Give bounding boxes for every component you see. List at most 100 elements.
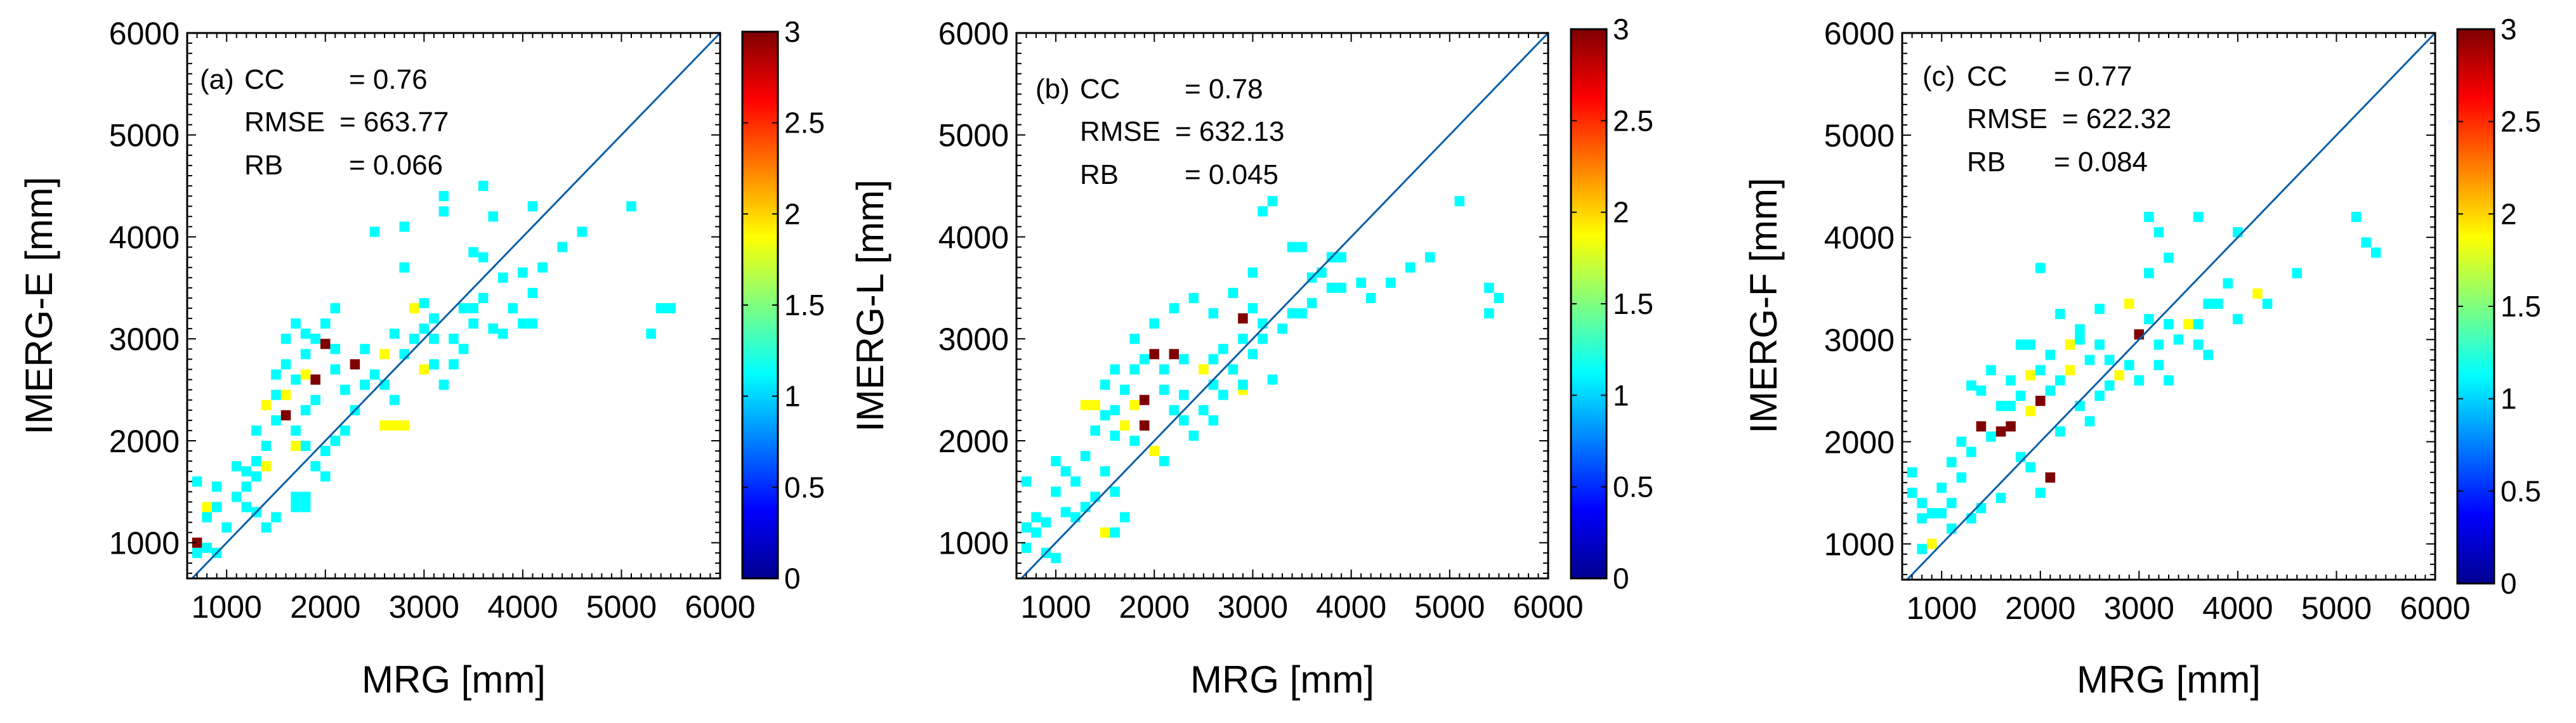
heatmap-cell (527, 201, 538, 212)
heatmap-cell (458, 303, 469, 314)
heatmap-cell (251, 425, 261, 436)
heatmap-cell (330, 344, 341, 355)
heatmap-cell (2006, 421, 2016, 432)
panel-b-y-tick-labels: 1000 2000 3000 4000 5000 6000 (938, 16, 1009, 561)
panel-b-colorbar: 0 0.5 1 1.5 2 2.5 3 (1570, 13, 1653, 595)
y-tick-label: 1000 (109, 526, 180, 561)
heatmap-cell (399, 221, 409, 232)
heatmap-cell (379, 420, 390, 431)
heatmap-cell (1051, 486, 1061, 497)
heatmap-cell (1179, 354, 1189, 365)
heatmap-cell (2370, 247, 2381, 258)
heatmap-cell (1090, 425, 1100, 436)
heatmap-cell (655, 303, 666, 314)
heatmap-cell (1169, 349, 1180, 360)
panel-a: 1000 2000 3000 4000 5000 6000 1000 2000 … (18, 15, 825, 701)
heatmap-cell (2075, 334, 2085, 345)
y-tick-label: 4000 (938, 219, 1009, 255)
heatmap-cell (271, 369, 281, 380)
heatmap-cell (1277, 323, 1287, 334)
heatmap-cell (340, 425, 350, 436)
heatmap-cell (1917, 513, 1927, 524)
heatmap-cell (1995, 401, 2006, 412)
x-tick-label: 1000 (192, 589, 262, 625)
heatmap-cell (2193, 211, 2204, 223)
rmse-label: RMSE (1080, 116, 1160, 147)
x-tick-label: 3000 (389, 589, 459, 625)
panel-b-x-axis-title: MRG [mm] (1190, 658, 1374, 701)
heatmap-cell (1119, 420, 1130, 431)
panel-a-cells (192, 181, 676, 558)
heatmap-cell (300, 440, 311, 452)
heatmap-cell (300, 369, 311, 380)
heatmap-cell (577, 226, 587, 237)
heatmap-cell (527, 318, 538, 329)
heatmap-cell (2223, 278, 2233, 289)
panel-a-ticks (187, 32, 721, 578)
heatmap-cell (1208, 308, 1219, 319)
y-tick-label: 3000 (109, 322, 180, 357)
heatmap-cell (2065, 365, 2075, 375)
heatmap-cell (1247, 303, 1258, 314)
rb-value: = 0.045 (1185, 159, 1278, 190)
heatmap-cell (1199, 405, 1209, 415)
heatmap-cell (1100, 527, 1110, 538)
heatmap-cell (1051, 456, 1061, 467)
heatmap-cell (626, 201, 636, 212)
heatmap-cell (291, 492, 301, 502)
heatmap-cell (379, 379, 390, 390)
heatmap-cell (291, 502, 301, 512)
heatmap-cell (1405, 262, 1416, 273)
heatmap-cell (537, 262, 548, 273)
heatmap-cell (478, 292, 489, 303)
heatmap-cell (1100, 466, 1110, 477)
heatmap-cell (2065, 339, 2075, 350)
heatmap-cell (1947, 457, 1957, 467)
heatmap-cell (478, 181, 489, 192)
heatmap-cell (2262, 298, 2273, 309)
heatmap-cell (2153, 339, 2164, 350)
heatmap-cell (488, 211, 498, 222)
panel-c-ticks (1902, 32, 2436, 580)
colorbar-tick-label: 0 (1613, 562, 1629, 595)
heatmap-cell (1484, 282, 1494, 293)
y-tick-label: 4000 (1824, 220, 1895, 256)
heatmap-cell (310, 461, 320, 472)
x-tick-label: 1000 (1020, 589, 1091, 625)
heatmap-cell (350, 359, 360, 370)
heatmap-cell (1947, 523, 1957, 534)
colorbar-tick-label: 0 (2500, 567, 2517, 600)
heatmap-cell (2025, 462, 2035, 472)
heatmap-cell (1966, 513, 1976, 524)
heatmap-cell (1267, 374, 1278, 385)
panel-b-one-to-one-line (1020, 32, 1549, 580)
panel-a-stats-box: (a) CC = 0.76 RMSE = 663.77 RB = 0.066 (200, 64, 449, 181)
heatmap-cell (2035, 263, 2046, 273)
colorbar-tick-label: 1.5 (2500, 290, 2541, 323)
cc-label: CC (1967, 61, 2008, 92)
colorbar-tick-label: 2.5 (784, 107, 825, 140)
y-tick-label: 4000 (109, 219, 180, 255)
heatmap-cell (300, 492, 311, 502)
heatmap-cell (1385, 277, 1396, 288)
heatmap-cell (419, 323, 430, 334)
heatmap-cell (1119, 384, 1130, 395)
rmse-label: RMSE (244, 107, 325, 138)
heatmap-cell (449, 359, 459, 370)
colorbar-tick-label: 0.5 (784, 471, 825, 504)
panel-a-colorbar: 0 0.5 1 1.5 2 2.5 3 (741, 15, 825, 595)
x-tick-label: 3000 (2104, 590, 2174, 626)
x-tick-label: 4000 (2202, 590, 2273, 626)
panel-a-y-axis-title: IMERG-E [mm] (18, 177, 60, 435)
heatmap-cell (310, 374, 320, 385)
heatmap-cell (508, 303, 518, 314)
colorbar-tick-label: 1 (1613, 379, 1629, 412)
heatmap-cell (1021, 476, 1032, 487)
heatmap-cell (2055, 375, 2065, 386)
heatmap-cell (280, 389, 291, 400)
heatmap-cell (2015, 390, 2026, 401)
heatmap-cell (2144, 211, 2154, 223)
heatmap-cell (1090, 492, 1100, 502)
heatmap-cell (1179, 389, 1189, 400)
heatmap-cell (1110, 430, 1120, 441)
